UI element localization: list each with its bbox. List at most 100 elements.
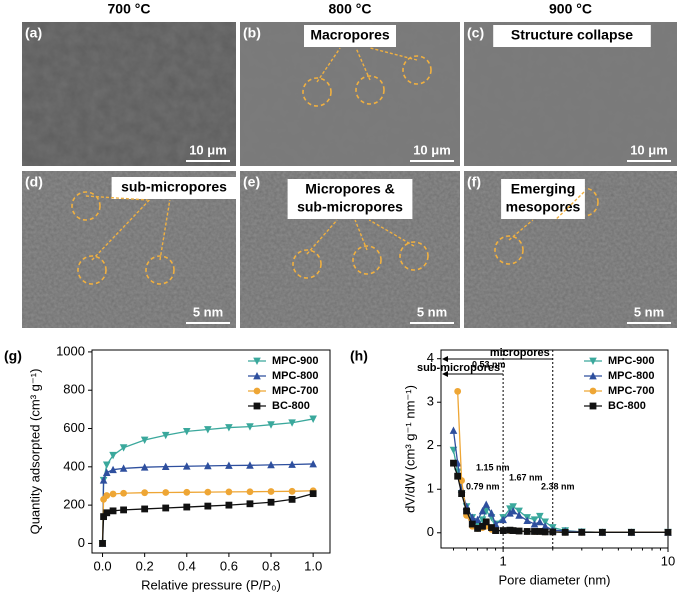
data-point (492, 527, 499, 534)
pore-marker (77, 255, 107, 285)
data-point (204, 426, 212, 434)
pointer (85, 195, 148, 201)
x-axis-label: Pore diameter (nm) (499, 572, 611, 587)
panel-label: (b) (243, 25, 261, 41)
panel-label: (a) (25, 25, 42, 41)
scale-label: 5 nm (634, 304, 664, 319)
pore-marker (302, 77, 332, 107)
data-point (288, 419, 296, 427)
data-point (468, 520, 476, 528)
pointer (368, 219, 415, 247)
pointer (508, 219, 534, 241)
data-point (509, 527, 517, 534)
data-point (267, 421, 275, 429)
legend-label: BC-800 (608, 400, 646, 412)
annotation: 1.67 nm (509, 472, 543, 482)
data-point (523, 516, 532, 524)
series-line (101, 493, 314, 544)
data-point (246, 488, 254, 496)
data-point (664, 528, 672, 536)
data-point (204, 461, 212, 470)
column-header: 700 °C (108, 1, 151, 17)
scale-label: 5 nm (193, 304, 223, 319)
data-point (598, 528, 606, 536)
data-point (474, 525, 481, 532)
series-line (101, 418, 314, 544)
data-point (515, 507, 523, 516)
data-point (454, 387, 462, 395)
data-point (541, 522, 550, 530)
data-point (162, 489, 170, 496)
y-tick-label: 4 (427, 350, 434, 365)
y-axis-label: Quantity adsorpted (cm³ g⁻¹) (27, 369, 42, 535)
data-point (499, 527, 507, 534)
data-point (246, 423, 254, 431)
data-point (478, 507, 487, 515)
data-point (102, 461, 111, 469)
data-point (530, 516, 539, 524)
y-tick-label: 200 (63, 497, 85, 512)
pore-marker (352, 245, 382, 275)
x-axis-label: Relative pressure (P/P₀) (141, 577, 281, 592)
data-point (109, 490, 117, 498)
data-point (530, 520, 539, 528)
range-label: micropores (490, 347, 550, 359)
legend-marker (589, 402, 597, 410)
data-point (120, 506, 127, 514)
caption-box (493, 25, 651, 47)
data-point (515, 527, 523, 535)
y-tick-label: 0 (427, 524, 434, 539)
data-point (141, 505, 149, 513)
data-point (204, 502, 212, 510)
data-point (561, 528, 569, 536)
caption: sub-micropores (121, 179, 227, 195)
data-point (458, 490, 465, 498)
data-point (288, 487, 296, 495)
caption-box (501, 179, 585, 219)
x-tick-label: 0.0 (93, 558, 111, 573)
data-point (246, 500, 254, 508)
x-tick-label: 0.4 (178, 558, 196, 573)
data-point (463, 507, 470, 515)
data-point (140, 463, 149, 471)
pore-marker (355, 75, 385, 105)
scale-label: 10 μm (413, 142, 451, 157)
y-tick-label: 0 (78, 535, 85, 550)
column-header: 900 °C (549, 1, 592, 17)
data-point (103, 509, 111, 517)
annotation: 0.79 nm (466, 481, 500, 491)
data-point (309, 490, 317, 498)
data-point (182, 462, 191, 470)
data-point (536, 512, 544, 521)
caption: Structure collapse (511, 27, 633, 43)
series-line (101, 490, 314, 544)
y-axis-label: dV/dW (cm³ g⁻¹ nm⁻¹) (402, 385, 417, 513)
panel-label: (c) (467, 25, 484, 41)
pore-marker (494, 235, 524, 265)
y-tick-label: 3 (427, 394, 434, 409)
legend-marker (253, 402, 261, 410)
data-point (109, 507, 117, 515)
legend-marker (589, 387, 597, 395)
data-point (225, 501, 233, 509)
data-point (109, 465, 117, 474)
data-point (225, 488, 233, 496)
legend-label: MPC-900 (272, 355, 318, 367)
panel-label: (e) (243, 174, 260, 190)
legend-marker (589, 372, 597, 380)
y-tick-label: 1000 (56, 343, 85, 358)
data-point (515, 511, 523, 519)
data-point (225, 461, 233, 469)
data-point (225, 424, 233, 432)
data-point (100, 513, 107, 521)
legend-label: MPC-800 (608, 370, 654, 382)
annotation: 1.15 nm (476, 462, 510, 472)
data-point (541, 518, 550, 526)
data-point (509, 507, 517, 515)
data-point (454, 472, 462, 480)
data-point (487, 509, 496, 517)
chart-panel-label: (h) (350, 348, 368, 364)
data-point (523, 528, 531, 535)
caption-box (287, 179, 413, 219)
